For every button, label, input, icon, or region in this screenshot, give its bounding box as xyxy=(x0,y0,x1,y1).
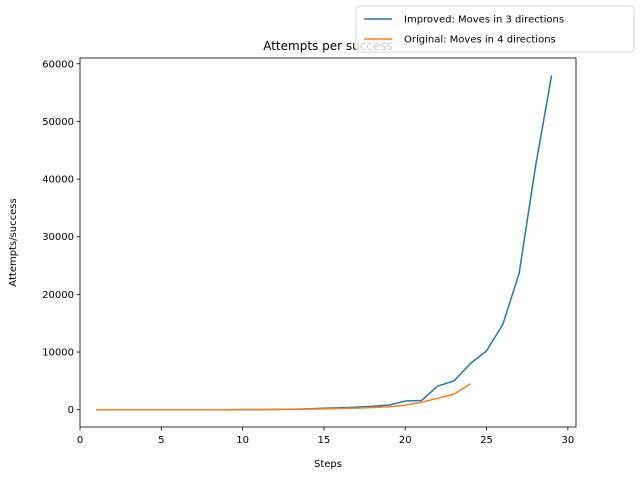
y-axis-label: Attempts/success xyxy=(8,198,19,286)
y-axis-ticks: 0 10000 20000 30000 40000 50000 60000 xyxy=(42,59,80,416)
series-layer xyxy=(96,75,553,411)
legend-label-1: Improved: Moves in 3 directions xyxy=(404,15,564,26)
x-tick-label: 10 xyxy=(236,435,249,446)
legend-box xyxy=(355,5,635,53)
legend: Improved: Moves in 3 directions Original:… xyxy=(355,5,635,53)
y-tick-label: 30000 xyxy=(42,232,74,243)
y-tick-label: 10000 xyxy=(42,348,74,359)
y-tick-label: 0 xyxy=(68,405,74,416)
x-tick-label: 0 xyxy=(77,435,83,446)
x-tick-label: 5 xyxy=(158,435,164,446)
x-axis-label: Steps xyxy=(314,459,342,470)
series-line-2 xyxy=(96,383,471,411)
x-axis-ticks: 0 5 10 15 20 25 30 xyxy=(77,427,574,446)
x-tick-label: 25 xyxy=(480,435,493,446)
x-tick-label: 30 xyxy=(562,435,575,446)
x-tick-label: 20 xyxy=(399,435,412,446)
x-tick-label: 15 xyxy=(318,435,331,446)
y-tick-label: 60000 xyxy=(42,59,74,70)
y-tick-label: 40000 xyxy=(42,175,74,186)
axes-frame xyxy=(79,57,577,428)
y-tick-label: 50000 xyxy=(42,117,74,128)
y-tick-label: 20000 xyxy=(42,290,74,301)
legend-label-2: Original: Moves in 4 directions xyxy=(404,35,556,46)
